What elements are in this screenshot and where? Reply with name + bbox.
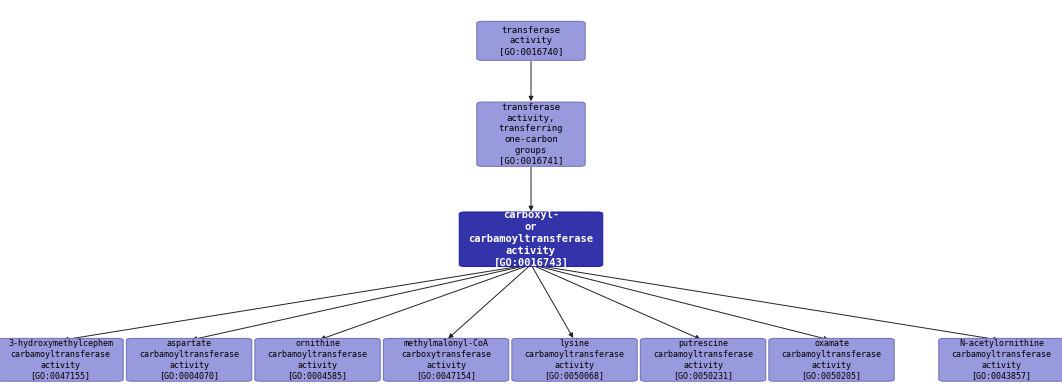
- FancyBboxPatch shape: [459, 212, 603, 266]
- Text: transferase
activity,
transferring
one-carbon
groups
[GO:0016741]: transferase activity, transferring one-c…: [499, 103, 563, 166]
- FancyBboxPatch shape: [126, 338, 252, 381]
- FancyBboxPatch shape: [477, 102, 585, 166]
- FancyBboxPatch shape: [939, 338, 1062, 381]
- Text: oxamate
carbamoyltransferase
activity
[GO:0050205]: oxamate carbamoyltransferase activity [G…: [782, 339, 881, 380]
- Text: transferase
activity
[GO:0016740]: transferase activity [GO:0016740]: [499, 26, 563, 56]
- Text: putrescine
carbamoyltransferase
activity
[GO:0050231]: putrescine carbamoyltransferase activity…: [653, 339, 753, 380]
- FancyBboxPatch shape: [383, 338, 509, 381]
- FancyBboxPatch shape: [512, 338, 637, 381]
- Text: aspartate
carbamoyltransferase
activity
[GO:0004070]: aspartate carbamoyltransferase activity …: [139, 339, 239, 380]
- Text: lysine
carbamoyltransferase
activity
[GO:0050068]: lysine carbamoyltransferase activity [GO…: [525, 339, 624, 380]
- Text: N-acetylornithine
carbamoyltransferase
activity
[GO:0043857]: N-acetylornithine carbamoyltransferase a…: [952, 339, 1051, 380]
- FancyBboxPatch shape: [0, 338, 123, 381]
- Text: methylmalonyl-CoA
carboxytransferase
activity
[GO:0047154]: methylmalonyl-CoA carboxytransferase act…: [401, 339, 491, 380]
- Text: 3-hydroxymethylcephem
carbamoyltransferase
activity
[GO:0047155]: 3-hydroxymethylcephem carbamoyltransfera…: [8, 339, 113, 380]
- FancyBboxPatch shape: [640, 338, 766, 381]
- FancyBboxPatch shape: [255, 338, 380, 381]
- FancyBboxPatch shape: [477, 21, 585, 60]
- Text: carboxyl-
or
carbamoyltransferase
activity
[GO:0016743]: carboxyl- or carbamoyltransferase activi…: [468, 210, 594, 268]
- Text: ornithine
carbamoyltransferase
activity
[GO:0004585]: ornithine carbamoyltransferase activity …: [268, 339, 367, 380]
- FancyBboxPatch shape: [769, 338, 894, 381]
